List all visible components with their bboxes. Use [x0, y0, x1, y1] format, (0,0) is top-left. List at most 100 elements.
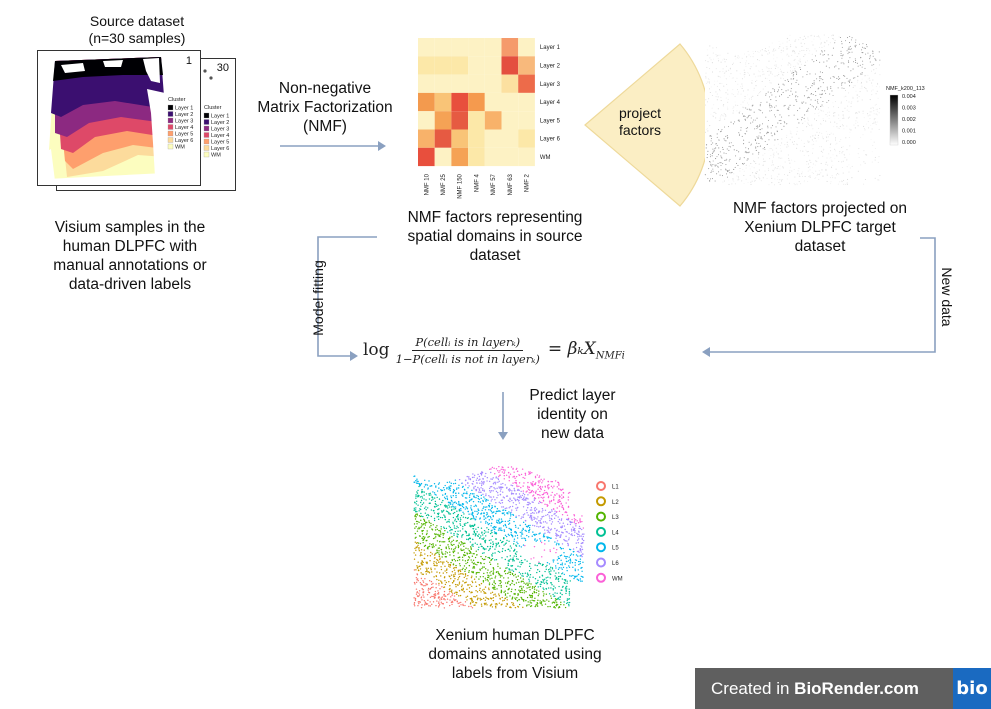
visium-spatial-plot [43, 57, 165, 183]
legend-label: Layer 6 [175, 138, 193, 144]
heatmap-cell [451, 92, 469, 112]
legend-swatch [167, 104, 174, 111]
legend-swatch [203, 132, 210, 138]
heatmap-cell [484, 129, 502, 148]
legend-label: Layer 6 [211, 146, 229, 152]
heatmap-cell [501, 147, 519, 167]
heatmap-cell [418, 111, 435, 130]
legend-swatch [167, 124, 174, 130]
legend-label: Layer 3 [175, 119, 193, 125]
heatmap-cell [418, 129, 435, 148]
heatmap-caption: NMF factors representing spatial domains… [407, 209, 583, 264]
heatmap-cell [451, 38, 469, 57]
heatmap-cell [501, 38, 519, 57]
domain-legend-swatch [596, 481, 606, 491]
biorender-watermark: Created in BioRender.com bio [695, 668, 991, 709]
xenium-nmf-projection-plot [704, 34, 881, 186]
heatmap-cell [484, 38, 502, 57]
heatmap-cell [484, 56, 502, 75]
heatmap-cell [418, 147, 435, 167]
heatmap-row-label: Layer 1 [540, 45, 561, 51]
domain-legend-label: L1 [612, 485, 619, 491]
xenium-nmf-caption: NMF factors projected on Xenium DLPFC ta… [732, 200, 907, 255]
back-card-dots [203, 69, 213, 80]
formula-fraction: P(cellᵢ is in layerₖ) 1−P(cellᵢ is not i… [396, 335, 540, 366]
heatmap-row-label: Layer 6 [540, 137, 561, 143]
source-dataset-title: Source dataset (n=30 samples) [88, 13, 186, 47]
heatmap-row-label: Layer 5 [540, 118, 561, 124]
project-factors-label: project factors [618, 105, 662, 139]
biorender-logo: bio [953, 668, 991, 709]
nmf-arrow-label: Non-negative Matrix Factorization (NMF) [257, 80, 393, 135]
domain-legend-label: L4 [612, 530, 619, 536]
legend-swatch [203, 125, 210, 132]
heatmap-col-label: NMF 57 [491, 173, 497, 195]
legend-label: Layer 3 [211, 127, 229, 133]
legend-label: WM [175, 145, 185, 151]
formula-denominator: 1−P(cellᵢ is not in layerₖ) [395, 351, 540, 366]
heatmap-cell [518, 38, 535, 57]
heatmap-row-label: Layer 4 [540, 100, 561, 106]
xenium-domains-caption: Xenium human DLPFC domains annotated usi… [428, 627, 602, 682]
legend-swatch [167, 137, 174, 143]
domain-legend-label: L5 [612, 546, 619, 552]
front-sample-index: 1 [185, 55, 192, 67]
heatmap-cell [418, 74, 435, 93]
colorbar-tick-label: 0.000 [902, 140, 916, 146]
heatmap-cell [434, 147, 452, 167]
legend-label: Layer 2 [175, 112, 193, 118]
legend-label: Layer 2 [211, 120, 229, 126]
legend-label: WM [211, 153, 221, 159]
heatmap-col-label: NMF 4 [474, 173, 480, 192]
heatmap-cell [518, 56, 535, 75]
heatmap-row-label: Layer 3 [540, 82, 561, 88]
heatmap-cell [434, 56, 452, 75]
heatmap-cell [451, 129, 469, 148]
legend-label: Layer 5 [175, 132, 193, 138]
colorbar-tick-label: 0.004 [902, 94, 916, 100]
logistic-formula: log P(cellᵢ is in layerₖ) 1−P(cellᵢ is n… [363, 330, 693, 370]
heatmap-cell [418, 38, 435, 57]
xenium-domains-legend: L1 L2 L3 L4 L5 L6 WM [596, 481, 623, 583]
heatmap-row-label: Layer 2 [540, 63, 561, 69]
heatmap-cell [434, 38, 452, 57]
heatmap-cell [451, 111, 469, 130]
project-factors-wedge [584, 43, 705, 207]
domain-legend-label: L2 [612, 500, 619, 506]
legend-swatch [167, 130, 174, 137]
domain-legend-swatch [596, 572, 606, 583]
heatmap-cell [468, 92, 485, 112]
heatmap-cell [451, 56, 469, 75]
back-sample-index: 30 [216, 62, 229, 74]
heatmap-col-label: NMF 25 [441, 173, 447, 195]
legend-swatch [167, 117, 174, 124]
heatmap-cell [501, 129, 519, 148]
heatmap-cell [484, 147, 502, 167]
new-data-label: New data [939, 267, 955, 327]
formula-rhs: = βₖXNMFi [547, 338, 625, 362]
heatmap-cell [434, 111, 452, 130]
heatmap-cell [451, 147, 469, 167]
heatmap-cell [468, 129, 485, 148]
biorender-text: Created in BioRender.com [711, 678, 919, 698]
heatmap-cell [434, 129, 452, 148]
heatmap-cell [468, 147, 485, 167]
source-caption: Visium samples in the human DLPFC with m… [53, 219, 207, 293]
back-legend-title: Cluster [204, 105, 222, 111]
heatmap-cell [501, 74, 519, 93]
colorbar-title: NMF_k200_113 [886, 86, 925, 92]
model-fitting-label: Model fitting [310, 260, 326, 336]
legend-swatch [167, 111, 174, 117]
heatmap-cell [501, 111, 519, 130]
formula-numerator: P(cellᵢ is in layerₖ) [412, 335, 524, 351]
heatmap-cell [501, 92, 519, 112]
legend-label: Layer 5 [211, 140, 229, 146]
heatmap-row-label: WM [540, 155, 551, 161]
heatmap-col-label: NMF 2 [525, 173, 531, 192]
heatmap-col-label: NMF 150 [458, 173, 464, 198]
heatmap-cell [418, 56, 435, 75]
heatmap-col-label: NMF 63 [508, 173, 514, 195]
heatmap-cell [468, 74, 485, 93]
